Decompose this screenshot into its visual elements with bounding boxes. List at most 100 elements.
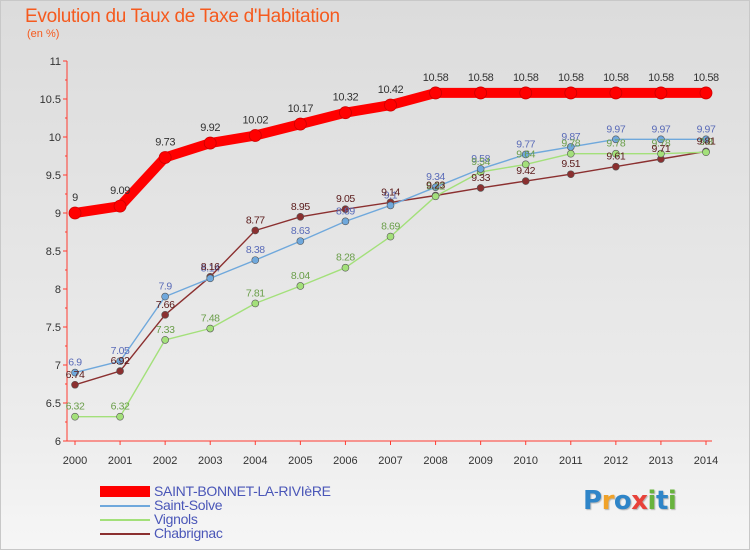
data-label: 9.34: [426, 171, 445, 183]
y-tick-label: 6.5: [46, 398, 61, 410]
y-axis-unit-label: (en %): [27, 28, 60, 40]
data-point: [564, 86, 578, 100]
data-point: [293, 117, 307, 131]
data-point: [566, 170, 575, 179]
data-label: 8.16: [201, 261, 220, 273]
data-point: [341, 263, 350, 272]
y-tick-label: 8: [55, 284, 61, 296]
data-point: [206, 274, 215, 283]
data-point: [251, 256, 260, 264]
data-point: [339, 106, 352, 120]
x-tick-label: 2003: [198, 455, 222, 467]
data-point: [116, 367, 124, 375]
legend-swatch-chabrignac: [100, 533, 150, 535]
data-label: 9.97: [652, 123, 671, 135]
line-chart: 6 6.5 7 7.5 8 8.5 9 9.5 10 10.5 11 2000 2001 2002 2003…: [40, 56, 720, 467]
data-labels: 9 9.09 9.73 9.92 10.02 10.17 10.32 10.42 10.58 10…: [66, 72, 720, 413]
x-tick-label: 2006: [333, 455, 357, 467]
data-point: [612, 135, 620, 144]
data-label: 10.17: [288, 103, 314, 115]
data-point: [612, 149, 620, 158]
x-tick-label: 2007: [378, 455, 402, 467]
data-point: [251, 299, 260, 308]
x-tick-label: 2000: [63, 455, 87, 467]
data-label: 9.78: [561, 138, 580, 150]
data-label: 9.22: [426, 180, 445, 192]
data-label: 9.97: [606, 123, 625, 135]
data-label: 9.09: [110, 185, 130, 197]
data-point: [431, 192, 440, 201]
data-label: 9.92: [200, 122, 220, 134]
data-label: 6.92: [111, 355, 130, 367]
chart-title: Evolution du Taux de Taxe d'Habitation: [25, 6, 340, 27]
data-point: [71, 380, 79, 389]
data-point: [161, 311, 169, 319]
proxiti-logo[interactable]: Proxiti: [583, 486, 677, 516]
y-tick-label: 11: [50, 56, 61, 68]
data-point: [386, 201, 395, 210]
data-label: 9.81: [697, 135, 716, 147]
data-label: 9.05: [336, 193, 355, 205]
data-label: 8.63: [291, 225, 310, 237]
data-label: 10.58: [603, 72, 629, 84]
data-point: [113, 199, 127, 213]
data-label: 9.8: [699, 136, 713, 148]
series-3: [71, 147, 710, 389]
data-label: 6.74: [66, 369, 85, 381]
chart-series: [68, 86, 713, 421]
data-label: 8.14: [201, 262, 220, 274]
legend-label: Chabrignac: [154, 525, 223, 541]
series-line: [74, 138, 707, 374]
data-label: 9.61: [606, 151, 625, 163]
data-point: [609, 86, 623, 100]
data-label: 8.28: [336, 252, 355, 264]
legend-label: Vignols: [154, 511, 198, 527]
data-label: 8.77: [246, 214, 265, 226]
data-point: [702, 135, 710, 144]
data-point: [161, 336, 169, 344]
data-label: 9.1: [384, 189, 398, 201]
data-point: [296, 213, 305, 221]
data-label: 7.9: [158, 281, 172, 293]
data-label: 8.04: [291, 270, 310, 282]
data-point: [341, 205, 350, 213]
data-label: 7.66: [156, 299, 175, 311]
y-tick-label: 8.5: [46, 246, 61, 258]
data-label: 6.32: [66, 401, 85, 413]
x-tick-label: 2012: [604, 455, 628, 467]
data-label: 9: [72, 192, 78, 204]
data-point: [654, 86, 668, 100]
data-label: 9.33: [471, 172, 490, 184]
data-point: [429, 86, 442, 100]
y-tick-label: 10: [49, 132, 61, 144]
data-point: [521, 160, 530, 169]
y-tick-label: 7.5: [46, 322, 61, 334]
data-point: [251, 226, 260, 235]
data-point: [657, 149, 665, 158]
data-point: [296, 237, 305, 245]
data-label: 10.42: [378, 84, 404, 96]
legend-swatch-saint-bonnet: [100, 486, 150, 497]
data-point: [521, 177, 530, 185]
x-tick-label: 2008: [423, 455, 447, 467]
data-point: [476, 165, 485, 173]
data-label: 7.33: [156, 324, 175, 336]
series-1: [71, 135, 710, 377]
data-point: [699, 86, 713, 100]
data-label: 9.78: [606, 138, 625, 150]
x-tick-label: 2014: [694, 455, 718, 467]
data-point: [612, 162, 620, 171]
chart-axes: 6 6.5 7 7.5 8 8.5 9 9.5 10 10.5 11 2000 2001 2002 2003…: [40, 56, 719, 467]
data-label: 6.32: [111, 401, 130, 413]
data-label: 7.48: [201, 313, 220, 325]
data-label: 9.71: [652, 143, 671, 155]
data-point: [116, 357, 124, 366]
data-label: 7.05: [111, 345, 130, 357]
data-point: [158, 151, 172, 164]
x-tick-label: 2005: [288, 455, 312, 467]
legend-label: SAINT-BONNET-LA-RIVIèRE: [154, 483, 331, 499]
data-label: 10.58: [513, 72, 539, 84]
legend-label: Saint-Solve: [154, 497, 223, 513]
y-tick-label: 7: [55, 360, 61, 372]
data-point: [71, 368, 79, 377]
